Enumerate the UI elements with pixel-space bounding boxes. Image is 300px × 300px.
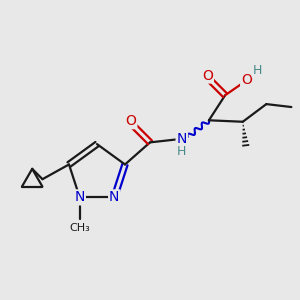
Text: O: O	[202, 68, 213, 83]
Text: N: N	[109, 190, 119, 204]
Text: CH₃: CH₃	[69, 223, 90, 233]
Text: O: O	[241, 73, 252, 87]
Text: N: N	[177, 131, 187, 146]
Text: H: H	[177, 145, 187, 158]
Text: H: H	[253, 64, 262, 77]
Text: O: O	[125, 114, 136, 128]
Text: N: N	[74, 190, 85, 204]
